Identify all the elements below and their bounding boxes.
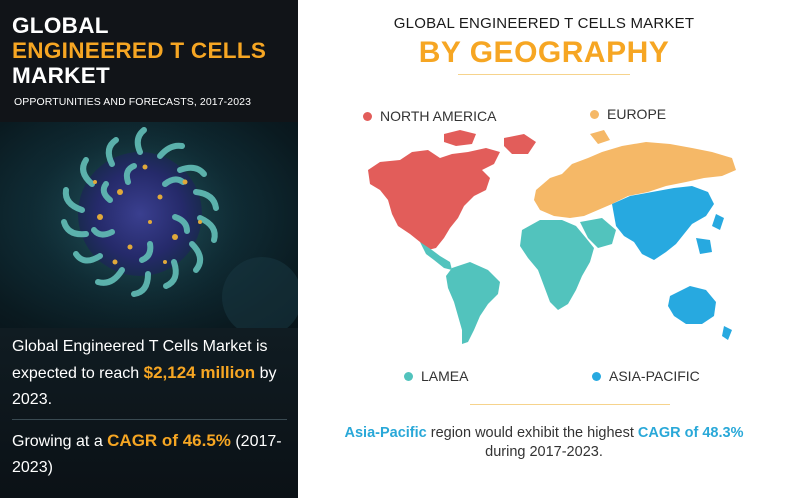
stat2-suffix: (2017-2023) (12, 433, 282, 476)
market-value-statement: Global Engineered T Cells Market is expe… (12, 334, 297, 413)
stat2-prefix: Growing at a (12, 433, 108, 450)
lamea-dot (404, 371, 413, 381)
north-america-region (368, 130, 536, 250)
footer-line-1: Asia-Pacific region would exhibit the hi… (298, 425, 790, 441)
middle-east-region (580, 218, 616, 248)
europe-dot (590, 109, 599, 119)
t-cell-image (20, 122, 298, 328)
left-divider (12, 419, 287, 420)
central-america-region (420, 242, 452, 270)
legend-lamea: LAMEA (404, 368, 468, 384)
australia-region (668, 286, 732, 340)
africa-region (520, 220, 594, 310)
legend-label-north-america: NORTH AMERICA (380, 108, 497, 124)
stat1-suffix: by 2023. (12, 365, 277, 408)
market-value: $2,124 million (143, 363, 256, 382)
asia-pacific-region (612, 186, 724, 260)
legend-label-asia-pacific: ASIA-PACIFIC (609, 368, 700, 384)
left-stats-area (0, 328, 298, 498)
title-line-1: GLOBAL (12, 13, 109, 38)
title-line-3: MARKET (12, 63, 111, 88)
legend-europe: EUROPE (590, 106, 666, 122)
right-title-big: BY GEOGRAPHY (418, 36, 670, 69)
footer-mid: region would exhibit the highest (426, 425, 638, 441)
europe-region (534, 130, 736, 218)
legend-north-america: NORTH AMERICA (363, 108, 496, 124)
title-line-2: ENGINEERED T CELLS (12, 38, 267, 63)
right-title-small: GLOBAL ENGINEERED T CELLS MARKET (393, 15, 695, 32)
world-map (368, 130, 736, 344)
footer-region: Asia-Pacific (344, 425, 427, 441)
t-cell-illustration (0, 122, 298, 328)
footer-divider (470, 404, 670, 405)
left-panel: GLOBAL ENGINEERED T CELLS MARKET OPPORTU… (0, 0, 298, 498)
footer-line-2: during 2017-2023. (485, 444, 603, 460)
legend-label-europe: EUROPE (607, 106, 667, 122)
left-header: GLOBAL ENGINEERED T CELLS MARKET OPPORTU… (0, 0, 298, 122)
cagr-statement: Growing at a CAGR of 46.5% (2017-2023) (12, 428, 297, 481)
south-america-region (446, 262, 500, 344)
subtitle: OPPORTUNITIES AND FORECASTS, 2017-2023 (14, 96, 252, 108)
cagr-value: CAGR of 46.5% (107, 431, 231, 450)
north-america-dot (363, 111, 372, 121)
asia-pacific-dot (592, 371, 601, 381)
stat1-prefix: Global Engineered T Cells Market is expe… (12, 338, 268, 382)
title-underline (458, 74, 630, 75)
legend-asia-pacific: ASIA-PACIFIC (592, 368, 700, 384)
footer-cagr: CAGR of 48.3% (637, 425, 744, 441)
legend-label-lamea: LAMEA (421, 368, 469, 384)
